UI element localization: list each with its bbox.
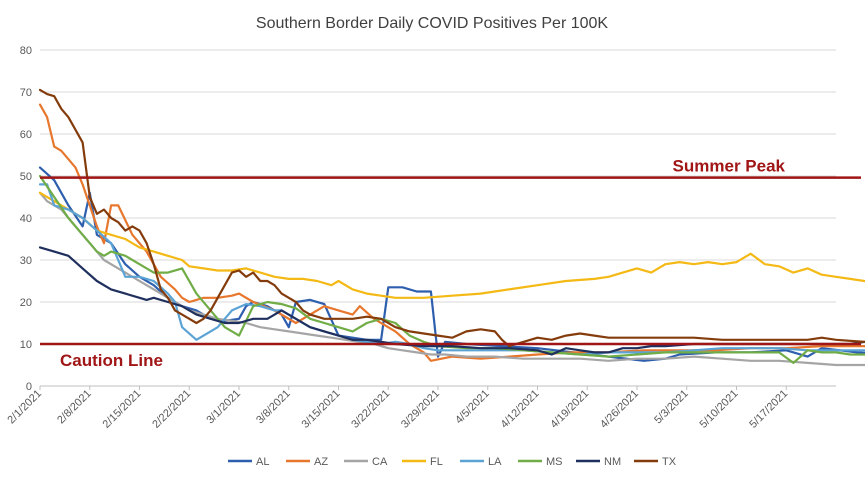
- x-tick-label: 4/5/2021: [453, 388, 492, 427]
- x-tick-label: 3/15/2021: [300, 388, 343, 431]
- reference-lines: Summer Peak Caution Line: [60, 157, 786, 370]
- series-line-al: [38, 166, 865, 362]
- series-line-fl: [38, 191, 865, 299]
- legend-label: TX: [662, 456, 677, 468]
- y-tick-label: 0: [26, 381, 32, 393]
- x-tick-label: 4/12/2021: [499, 388, 542, 431]
- series-lines: [38, 88, 865, 367]
- series-line-ms: [38, 174, 865, 364]
- legend-label: MS: [546, 456, 563, 468]
- x-tick-label: 2/8/2021: [55, 388, 94, 427]
- y-tick-label: 50: [20, 171, 32, 183]
- annotation-label: Caution Line: [60, 351, 163, 370]
- annotation-label: Summer Peak: [673, 157, 786, 176]
- x-tick-label: 4/26/2021: [598, 388, 641, 431]
- x-tick-label: 2/22/2021: [150, 388, 193, 431]
- y-tick-label: 70: [20, 87, 32, 99]
- legend-label: NM: [604, 456, 621, 468]
- x-tick-label: 5/10/2021: [698, 388, 741, 431]
- legend-label: LA: [488, 456, 502, 468]
- x-tick-label: 3/29/2021: [399, 388, 442, 431]
- legend: AL AZ CA FL LA MS NM TX: [228, 456, 677, 468]
- y-axis-ticks: 0 10 20 30 40 50 60 70 80: [20, 45, 32, 393]
- series-line-la: [38, 183, 865, 356]
- x-tick-label: 4/19/2021: [548, 388, 591, 431]
- series-line-az: [38, 103, 865, 362]
- legend-label: AZ: [314, 456, 328, 468]
- x-tick-label: 3/8/2021: [254, 388, 293, 427]
- series-line-tx: [38, 88, 865, 348]
- x-tick-label: 5/3/2021: [652, 388, 691, 427]
- y-tick-label: 30: [20, 255, 32, 267]
- x-tick-label: 2/1/2021: [5, 388, 44, 427]
- chart-title: Southern Border Daily COVID Positives Pe…: [256, 15, 608, 32]
- y-tick-label: 60: [20, 129, 32, 141]
- legend-label: AL: [256, 456, 269, 468]
- legend-label: FL: [430, 456, 443, 468]
- x-tick-label: 2/15/2021: [101, 388, 144, 431]
- series-line-ca: [38, 191, 865, 367]
- y-tick-label: 80: [20, 45, 32, 57]
- x-tick-label: 3/22/2021: [349, 388, 392, 431]
- legend-label: CA: [372, 456, 388, 468]
- x-tick-label: 5/17/2021: [747, 388, 790, 431]
- y-tick-label: 40: [20, 213, 32, 225]
- x-tick-label: 3/1/2021: [204, 388, 243, 427]
- y-tick-label: 20: [20, 297, 32, 309]
- y-tick-label: 10: [20, 339, 32, 351]
- x-axis-ticks: 2/1/2021 2/8/2021 2/15/2021 2/22/2021 3/1/20…: [5, 386, 790, 431]
